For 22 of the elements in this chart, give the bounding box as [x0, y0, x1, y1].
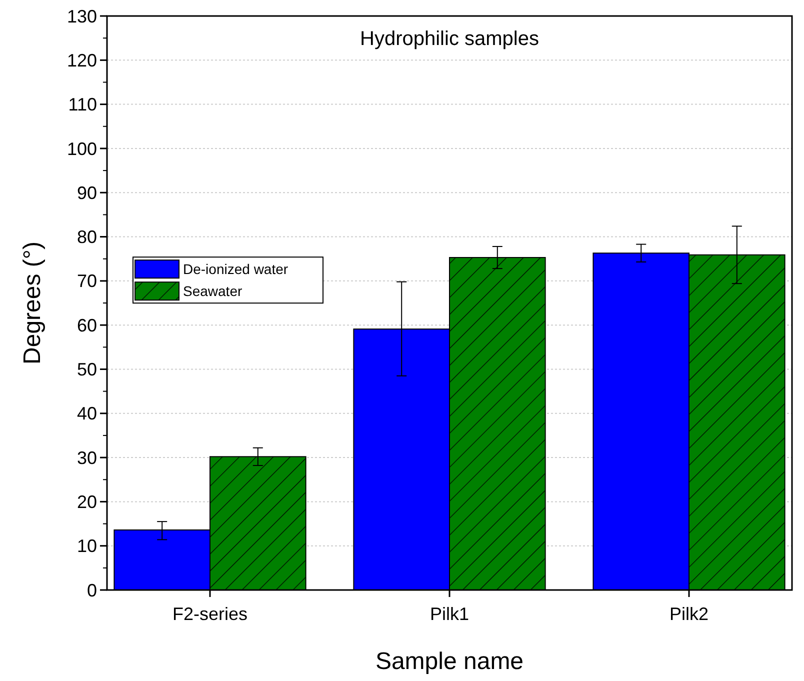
y-tick-label: 110	[68, 94, 97, 115]
y-tick-label: 0	[86, 580, 97, 600]
x-tick-label: F2-series	[172, 604, 248, 624]
y-axis-title: Degrees (°)	[19, 242, 46, 364]
y-tick-label: 30	[76, 448, 97, 468]
y-tick-label: 70	[76, 271, 97, 292]
x-tick-label: Pilk1	[430, 604, 470, 624]
y-tick-label: 60	[76, 315, 97, 336]
y-tick-label: 120	[66, 50, 97, 70]
x-axis-title: Sample name	[375, 648, 524, 675]
y-tick-label: 90	[76, 182, 97, 203]
legend-label: De-ionized water	[183, 260, 288, 277]
y-tick-label: 50	[76, 360, 97, 380]
x-tick-label: Pilk2	[670, 604, 709, 624]
y-tick-label: 80	[76, 227, 97, 248]
y-tick-label: 10	[76, 536, 97, 556]
y-tick-label: 20	[76, 492, 97, 512]
text: Hydrophilic samples	[360, 28, 539, 50]
y-tick-label: 100	[66, 138, 97, 159]
legend-label: Seawater	[183, 282, 242, 299]
y-tick-label: 40	[76, 404, 97, 424]
y-tick-label: 130	[66, 6, 97, 26]
